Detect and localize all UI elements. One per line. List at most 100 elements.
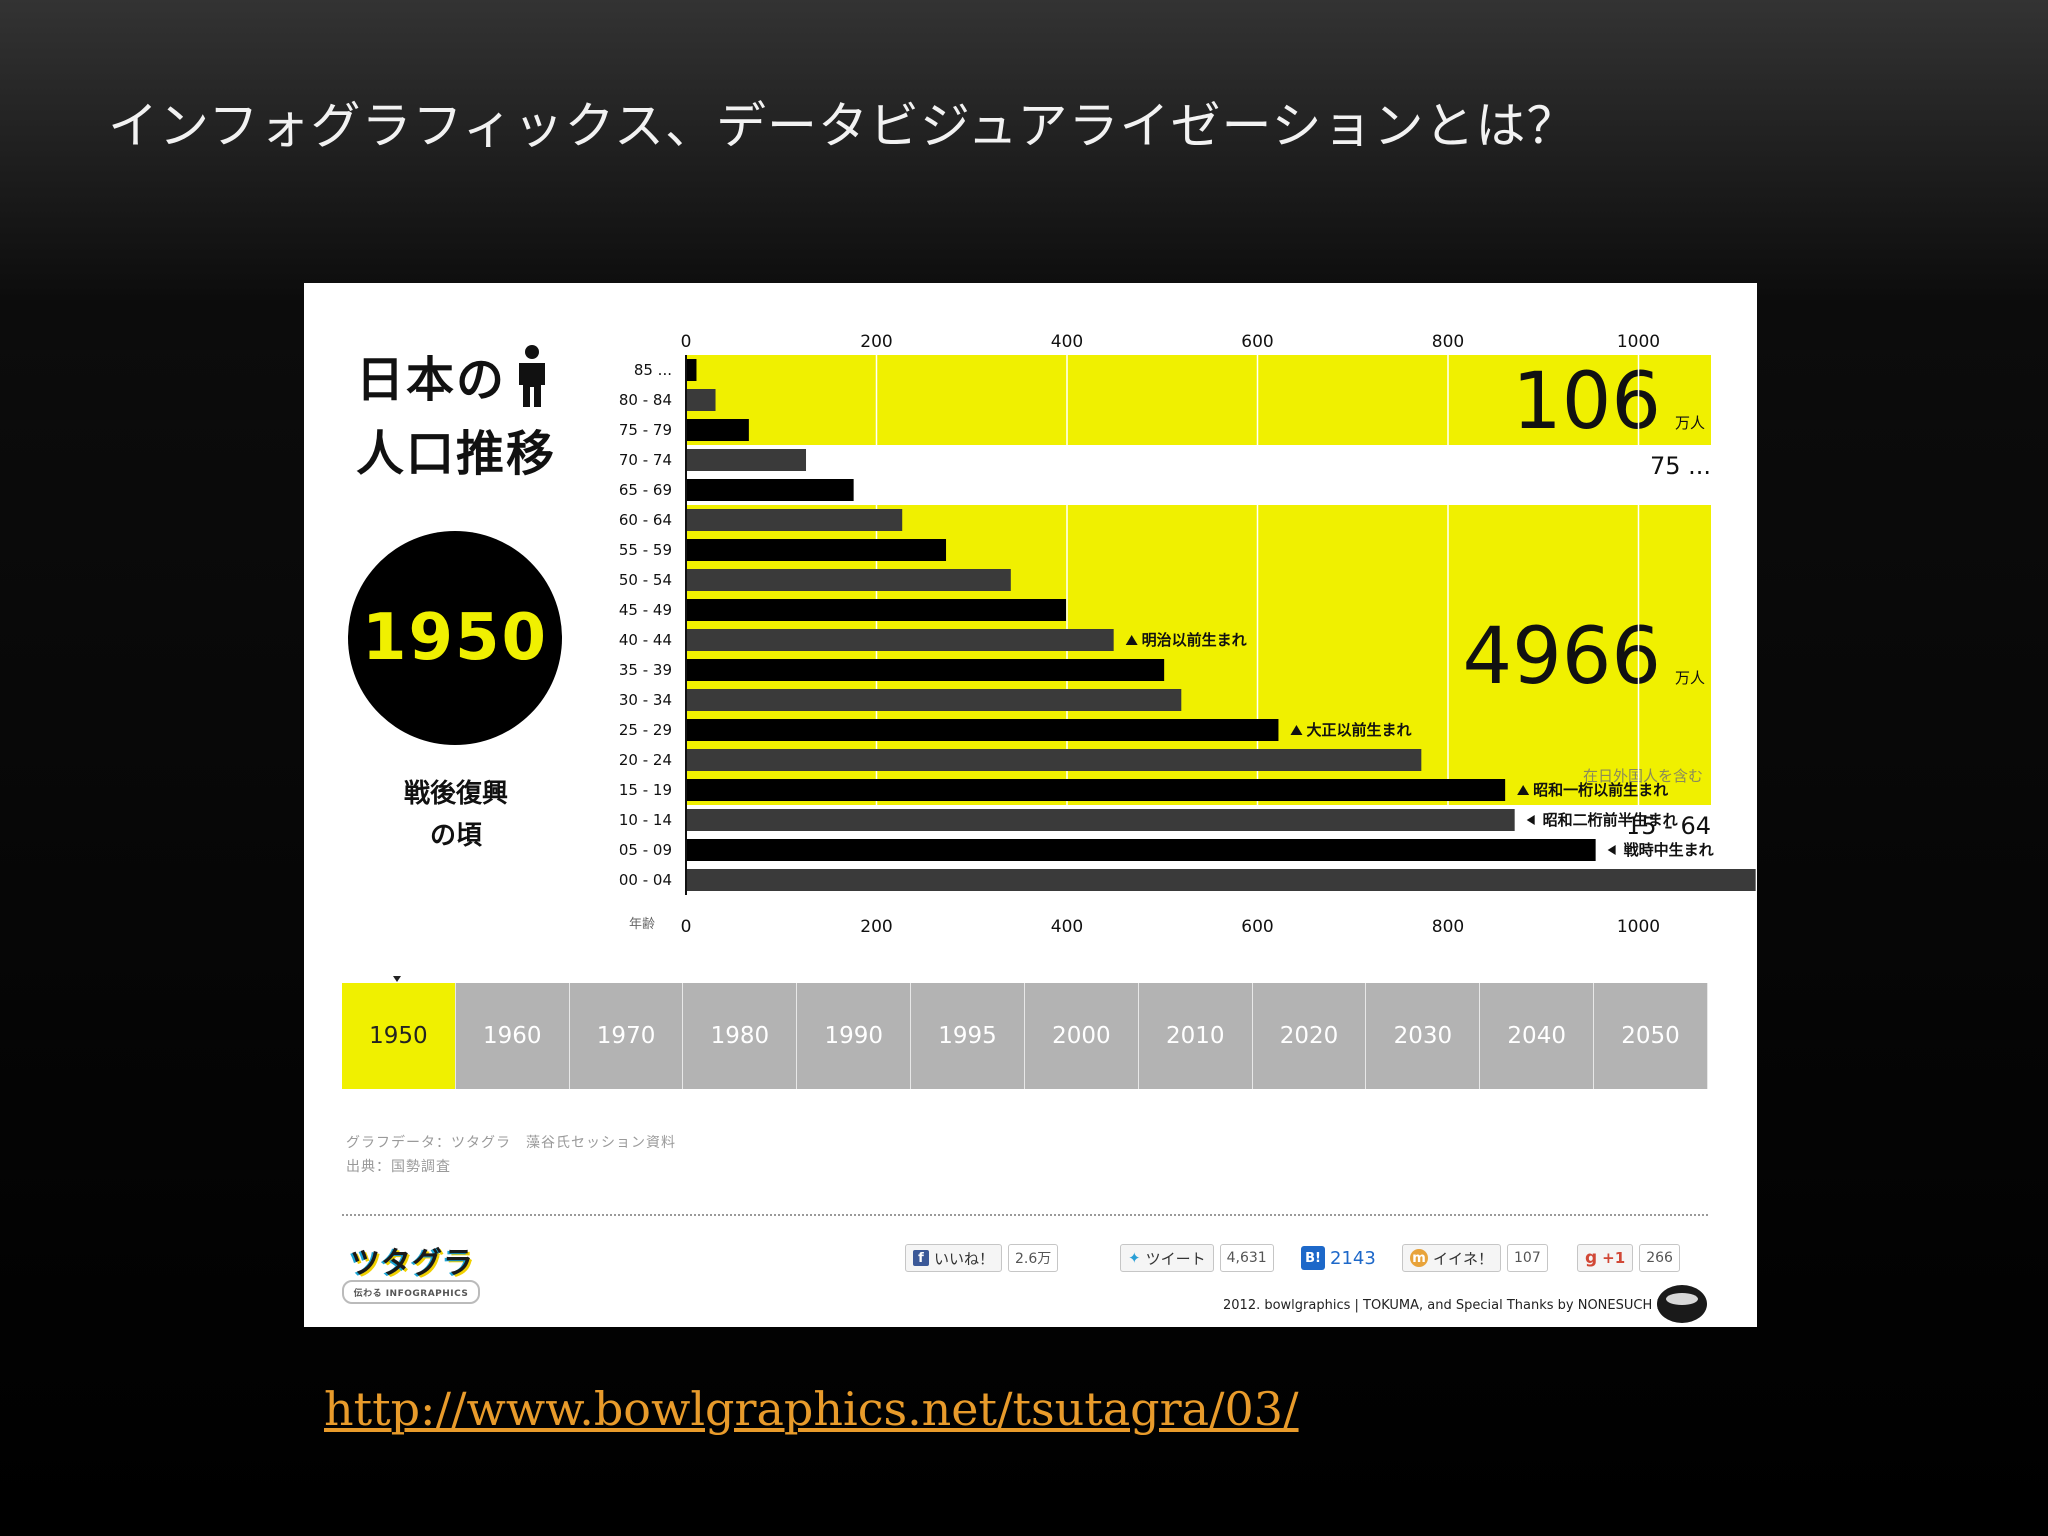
x-tick-top-5: 1000 xyxy=(1617,332,1660,352)
timeline-year-1995[interactable]: 1995 xyxy=(911,983,1025,1089)
timeline-marker-icon xyxy=(393,976,401,982)
logo-text: ツタグラ xyxy=(350,1246,474,1281)
category-label-6: 55 - 59 xyxy=(619,541,672,559)
band-0-total: 106 xyxy=(1512,357,1661,447)
logo-subtitle: 伝わる INFOGRAPHICS xyxy=(342,1280,480,1304)
hatena-share: B! 2143 xyxy=(1301,1244,1376,1272)
band-0-unit: 万人 xyxy=(1675,414,1705,432)
twitter-bird-icon: ✦ xyxy=(1128,1249,1141,1267)
year-timeline: 1950 1960 1970 1980 1990 1995 2000 2010 2020 2030… xyxy=(342,983,1708,1089)
era-caption-line1: 戦後復興 xyxy=(403,779,508,809)
mixi-count: 107 xyxy=(1507,1244,1548,1272)
x-tick-top-2: 400 xyxy=(1051,332,1083,352)
annotation-1-up-marker-icon xyxy=(1290,725,1303,735)
annotation-1-label: 大正以前生まれ xyxy=(1306,721,1411,739)
bar-3 xyxy=(686,449,807,471)
x-tick-top-0: 0 xyxy=(681,332,692,352)
category-label-2: 75 - 79 xyxy=(619,421,672,439)
category-label-14: 15 - 19 xyxy=(619,781,672,799)
bar-1 xyxy=(686,389,716,411)
annotation-4-label: 戦時中生まれ xyxy=(1624,841,1714,859)
bar-13 xyxy=(686,749,1422,771)
bar-16 xyxy=(686,839,1596,861)
google-plus-one-button[interactable]: g +1 xyxy=(1577,1244,1634,1272)
x-tick-bottom-3: 600 xyxy=(1241,917,1273,937)
category-label-11: 30 - 34 xyxy=(619,691,672,709)
source-link[interactable]: http://www.bowlgraphics.net/tsutagra/03/ xyxy=(324,1382,1299,1436)
mixi-label: イイネ！ xyxy=(1433,1249,1494,1268)
facebook-share: f いいね！ 2.6万 xyxy=(905,1244,1059,1272)
mixi-share: m イイネ！ 107 xyxy=(1402,1244,1548,1272)
bar-9 xyxy=(686,629,1114,651)
era-caption-line2: の頃 xyxy=(429,821,482,851)
bowlgraphics-bowl-icon xyxy=(1657,1285,1707,1323)
band-2-note: 在日外国人を含む xyxy=(1583,767,1703,785)
timeline-year-2040[interactable]: 2040 xyxy=(1480,983,1595,1089)
category-label-9: 40 - 44 xyxy=(619,631,672,649)
bar-0 xyxy=(686,359,697,381)
bar-10 xyxy=(686,659,1165,681)
twitter-share: ✦ ツイート 4,631 xyxy=(1120,1244,1274,1272)
timeline-year-2000[interactable]: 2000 xyxy=(1024,983,1139,1089)
timeline-year-1970[interactable]: 1970 xyxy=(569,983,684,1089)
timeline-year-2050[interactable]: 2050 xyxy=(1594,983,1708,1089)
tweet-button[interactable]: ✦ ツイート xyxy=(1120,1244,1214,1272)
bar-8 xyxy=(686,599,1067,621)
timeline-year-1950[interactable]: 1950 xyxy=(342,983,456,1089)
tsutagra-logo[interactable]: ツタグラ 伝わる INFOGRAPHICS xyxy=(342,1238,482,1308)
bar-6 xyxy=(686,539,947,561)
credits-source: 出典：国勢調査 xyxy=(346,1159,451,1175)
category-label-16: 05 - 09 xyxy=(619,841,672,859)
band-1-label: 75 ... xyxy=(1650,452,1711,480)
x-tick-bottom-2: 400 xyxy=(1051,917,1083,937)
category-label-3: 70 - 74 xyxy=(619,451,672,469)
bar-5 xyxy=(686,509,903,531)
annotation-4-left-marker-icon xyxy=(1607,845,1616,855)
timeline-year-2030[interactable]: 2030 xyxy=(1366,983,1481,1089)
category-label-10: 35 - 39 xyxy=(619,661,672,679)
facebook-like-button[interactable]: f いいね！ xyxy=(905,1244,1003,1272)
annotation-0-label: 明治以前生まれ xyxy=(1142,631,1247,649)
bar-2 xyxy=(686,419,749,441)
timeline-year-2020[interactable]: 2020 xyxy=(1252,983,1367,1089)
chart-title-line2: 人口推移 xyxy=(356,426,557,482)
hatena-bookmark-count: 2143 xyxy=(1330,1247,1376,1269)
mixi-check-button[interactable]: m イイネ！ xyxy=(1402,1244,1502,1272)
google-plus-label: +1 xyxy=(1602,1249,1626,1267)
timeline-year-1990[interactable]: 1990 xyxy=(797,983,912,1089)
facebook-like-label: いいね！ xyxy=(934,1249,995,1268)
timeline-year-1960[interactable]: 1960 xyxy=(455,983,570,1089)
annotation-2-up-marker-icon xyxy=(1517,785,1530,795)
hatena-bookmark-button[interactable]: B! xyxy=(1301,1246,1325,1270)
slide-title: インフォグラフィックス、データビジュアライゼーションとは？ xyxy=(108,97,1578,155)
bar-11 xyxy=(686,689,1182,711)
tweet-count: 4,631 xyxy=(1219,1244,1274,1272)
facebook-icon: f xyxy=(913,1250,929,1266)
bar-7 xyxy=(686,569,1011,591)
band-0-highlight xyxy=(686,355,1711,445)
x-tick-bottom-1: 200 xyxy=(860,917,892,937)
copyright: 2012. bowlgraphics | TOKUMA, and Special… xyxy=(1223,1298,1680,1313)
category-label-4: 65 - 69 xyxy=(619,481,672,499)
timeline-year-1980[interactable]: 1980 xyxy=(683,983,798,1089)
category-label-1: 80 - 84 xyxy=(619,391,672,409)
timeline-year-2010[interactable]: 2010 xyxy=(1138,983,1253,1089)
band-2-total: 4966 xyxy=(1462,612,1661,702)
facebook-like-count: 2.6万 xyxy=(1008,1244,1059,1272)
annotation-3-left-marker-icon xyxy=(1526,815,1535,825)
bar-17 xyxy=(686,869,1756,891)
chart-title: 日本の 人口推移 xyxy=(356,343,556,491)
annotation-0-up-marker-icon xyxy=(1125,635,1138,645)
infographic-panel: 日本の 人口推移 1950 戦後復興 の頃 106 万人 75 ... 4966 万人在… xyxy=(304,283,1757,1327)
x-tick-bottom-4: 800 xyxy=(1432,917,1464,937)
mixi-icon: m xyxy=(1410,1249,1428,1267)
credits: グラフデータ：ツタグラ 藻谷氏セッション資料 出典：国勢調査 xyxy=(346,1131,676,1179)
category-label-0: 85 ... xyxy=(634,361,672,379)
x-tick-bottom-0: 0 xyxy=(681,917,692,937)
x-tick-top-4: 800 xyxy=(1432,332,1464,352)
tweet-label: ツイート xyxy=(1145,1249,1206,1268)
category-label-8: 45 - 49 xyxy=(619,601,672,619)
google-plus-count: 266 xyxy=(1639,1244,1680,1272)
credits-data: グラフデータ：ツタグラ 藻谷氏セッション資料 xyxy=(346,1135,676,1151)
